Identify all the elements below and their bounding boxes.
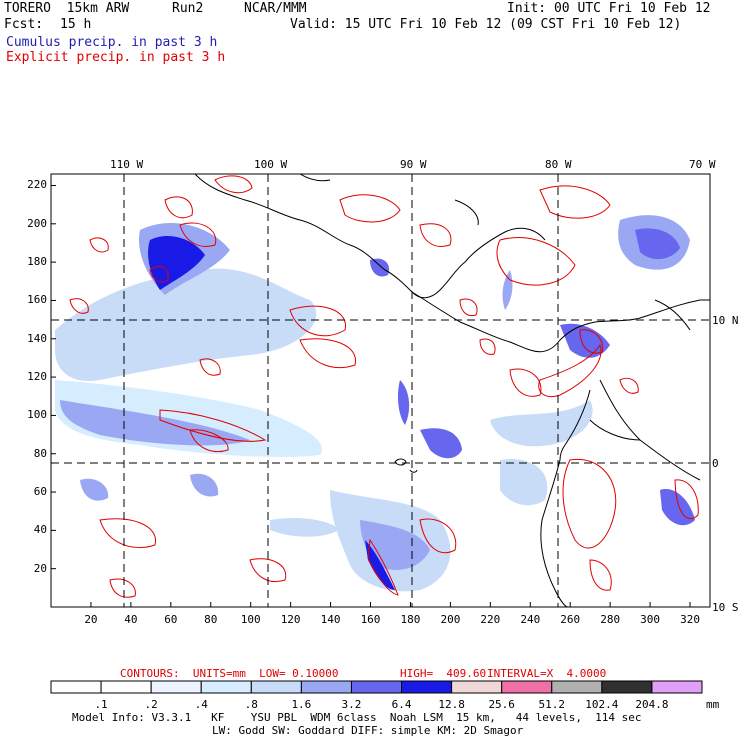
x-tick-label: 320 [680, 613, 700, 626]
x-tick-label: 60 [164, 613, 178, 626]
explicit-precip-contours [69, 175, 699, 598]
forecast-hours: 15 h [60, 17, 92, 32]
colorbar-label: .1 [94, 698, 108, 711]
cumulus-legend: Cumulus precip. in past 3 h [6, 35, 218, 50]
x-tick-label: 200 [440, 613, 461, 626]
lon-label-110w: 110 W [110, 158, 144, 171]
colorbar-box [350, 680, 403, 694]
x-tick-label: 180 [400, 613, 421, 626]
x-tick-label: 220 [480, 613, 501, 626]
y-tick-label: 180 [27, 255, 47, 269]
x-tick-label: 100 [240, 613, 261, 626]
x-tick-label: 160 [360, 613, 381, 626]
colorbar-box [451, 680, 503, 694]
colorbar-label: 51.2 [538, 698, 566, 711]
x-tick-label: 40 [124, 613, 138, 626]
y-tick-label: 100 [27, 408, 47, 422]
x-tick-label: 300 [640, 613, 661, 626]
explicit-legend: Explicit precip. in past 3 h [6, 50, 226, 65]
y-tick-label: 160 [27, 293, 47, 307]
colorbar-box [50, 680, 102, 694]
lat-label-0: 0 [712, 457, 719, 470]
y-tick-label: 40 [33, 523, 47, 537]
colorbar-label: 1.6 [291, 698, 312, 711]
colorbar-box [601, 680, 653, 694]
colorbar-box [401, 680, 453, 694]
lon-label-90w: 90 W [400, 158, 427, 171]
graticule [51, 174, 710, 607]
x-tick-label: 260 [560, 613, 581, 626]
colorbar-label: 25.6 [488, 698, 515, 711]
map-frame [50, 173, 711, 608]
colorbar-box [200, 680, 252, 694]
colorbar-label: 12.8 [438, 698, 465, 711]
y-tick-label: 140 [27, 331, 47, 345]
colorbar-label: .8 [244, 698, 258, 711]
y-tick-label: 60 [33, 485, 47, 499]
colorbar-label: 6.4 [391, 698, 412, 711]
contour-units: CONTOURS: UNITS=mm LOW= 0.10000 [120, 667, 339, 680]
colorbar-box [150, 680, 202, 694]
colorbar-box [551, 680, 603, 694]
colorbar-box [300, 680, 352, 694]
coastlines [194, 174, 710, 607]
colorbar-label: 204.8 [635, 698, 669, 711]
contour-interval: INTERVAL=X 4.0000 [487, 667, 607, 680]
y-tick-label: 80 [33, 446, 47, 460]
forecast-label: Fcst: [4, 17, 44, 32]
colorbar-label: .2 [144, 698, 158, 711]
y-tick-label: 120 [27, 370, 47, 384]
lon-label-100w: 100 W [254, 158, 288, 171]
valid-time: Valid: 15 UTC Fri 10 Feb 12 (09 CST Fri … [290, 17, 682, 32]
x-tick-label: 80 [204, 613, 218, 626]
colorbar [50, 680, 703, 694]
x-tick-label: 20 [84, 613, 98, 626]
colorbar-label: .4 [194, 698, 208, 711]
model-title: TORERO 15km ARW [4, 1, 130, 16]
colorbar-label: 102.4 [585, 698, 619, 711]
y-tick-label: 20 [33, 561, 47, 575]
colorbar-unit: mm [706, 698, 720, 711]
x-tick-label: 280 [600, 613, 621, 626]
y-tick-label: 220 [27, 178, 47, 192]
org-label: NCAR/MMM [244, 1, 307, 16]
lat-label-10s: 10 S [712, 601, 739, 614]
colorbar-box [100, 680, 152, 694]
x-tick-label: 120 [280, 613, 301, 626]
x-tick-label: 240 [520, 613, 541, 626]
colorbar-box [651, 680, 703, 694]
lon-label-80w: 80 W [545, 158, 572, 171]
contour-high: HIGH= 409.60 [400, 667, 487, 680]
colorbar-box [250, 680, 302, 694]
init-time: Init: 00 UTC Fri 10 Feb 12 [507, 1, 711, 16]
colorbar-label: 3.2 [341, 698, 362, 711]
model-info: Model Info: V3.3.1 KF YSU PBL WDM 6class… [72, 711, 642, 724]
run-label: Run2 [172, 1, 204, 16]
physics-info: LW: Godd SW: Goddard DIFF: simple KM: 2D… [212, 724, 524, 737]
colorbar-box [501, 680, 553, 694]
x-tick-label: 140 [320, 613, 341, 626]
lat-label-10n: 10 N [712, 314, 739, 327]
lon-label-70w: 70 W [689, 158, 716, 171]
y-tick-label: 200 [27, 216, 47, 230]
